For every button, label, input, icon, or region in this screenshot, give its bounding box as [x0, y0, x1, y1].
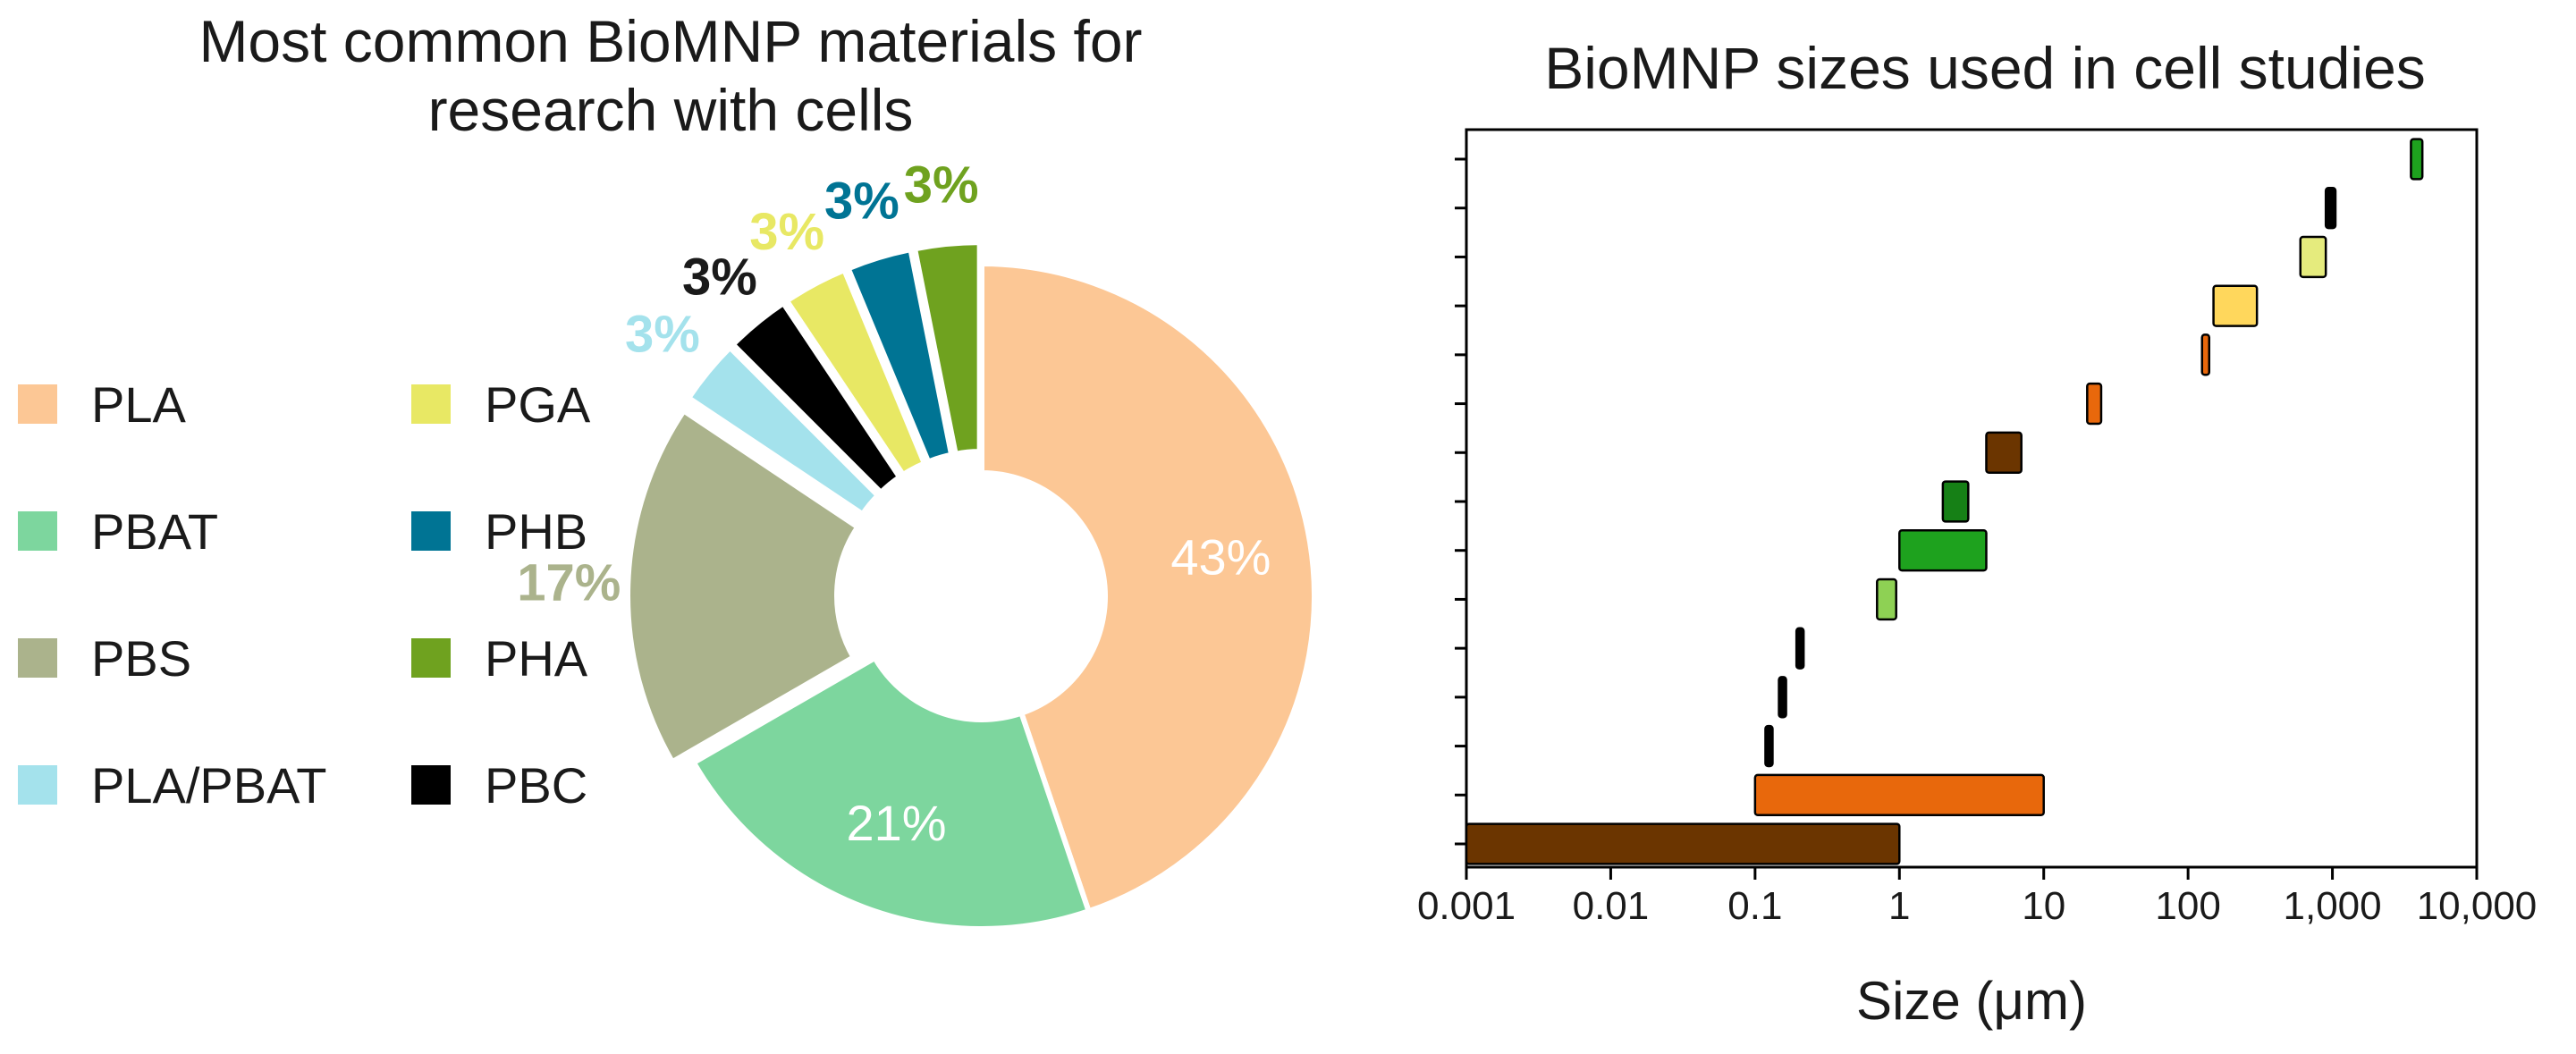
legend-item-pla-pbat: PLA/PBAT — [18, 749, 327, 821]
legend-swatch-phb — [411, 511, 451, 551]
range-bar — [2086, 382, 2103, 426]
range-bar — [2410, 138, 2424, 181]
legend-label-pbat: PBAT — [91, 502, 219, 560]
range-bar — [1795, 627, 1805, 670]
plot-frame — [1465, 128, 2479, 869]
pie-label-pla: 43% — [1170, 528, 1271, 585]
range-bar — [1985, 431, 2023, 474]
pie-slice-pga — [784, 267, 927, 478]
range-bar — [1898, 529, 1988, 572]
pie-label-pbc: 3% — [682, 248, 757, 306]
legend-label-pla-pbat: PLA/PBAT — [91, 756, 327, 814]
pie-slice-pbs — [625, 408, 861, 765]
range-bar — [1764, 724, 1774, 768]
x-tick-label: 1,000 — [2284, 884, 2382, 928]
legend-item-pbs: PBS — [18, 622, 191, 694]
pie-label-pha: 3% — [904, 156, 979, 215]
range-chart-panel: BioMNP sizes used in cell studies 0.001 0… — [1341, 0, 2576, 1054]
pie-label-pbat: 21% — [846, 795, 946, 851]
pie-slice-phb — [845, 247, 955, 465]
legend-swatch-pla-pbat — [18, 765, 57, 805]
legend-swatch-pha — [411, 638, 451, 678]
legend-label-pla: PLA — [91, 375, 186, 433]
pie-label-pla-pbat: 3% — [625, 305, 700, 363]
legend-label-pga: PGA — [485, 375, 591, 433]
pie-slice-pbc — [730, 300, 903, 495]
range-bar — [2212, 284, 2259, 327]
x-tick-label: 0.01 — [1573, 884, 1650, 928]
pie-slice-pbat — [690, 655, 1092, 932]
pie-chart-panel: Most common BioMNP materials for researc… — [18, 7, 1318, 932]
legend-swatch-pbc — [411, 765, 451, 805]
pie-title-line-2: research with cells — [427, 76, 914, 143]
range-bar — [1753, 773, 2045, 816]
range-chart-title: BioMNP sizes used in cell studies — [1544, 35, 2426, 101]
range-bar — [1465, 822, 1901, 865]
legend-swatch-pbs — [18, 638, 57, 678]
pie-legend: PLA PBAT PBS PLA/PBAT PGA PHB PHA PBC — [18, 368, 626, 833]
pie-slice-pla — [979, 261, 1318, 915]
range-bar — [2299, 235, 2327, 279]
x-tick-label: 0.001 — [1417, 884, 1516, 928]
legend-item-pga: PGA — [411, 368, 590, 440]
legend-swatch-pla — [18, 384, 57, 424]
legend-swatch-pbat — [18, 511, 57, 551]
range-bar — [1941, 480, 1970, 523]
legend-item-pbat: PBAT — [18, 495, 218, 567]
pie-label-phb: 3% — [824, 172, 899, 230]
legend-item-pla: PLA — [18, 368, 186, 440]
donut-chart: 43%21%17%3%3%3%3% 3% — [517, 156, 1318, 932]
pie-slice-pla-pbat — [686, 344, 881, 518]
legend-item-pha: PHA — [411, 622, 587, 694]
legend-label-phb: PHB — [485, 502, 588, 560]
x-tick-label: 100 — [2155, 884, 2220, 928]
range-bar — [1778, 676, 1787, 719]
legend-label-pbc: PBC — [485, 756, 588, 814]
range-bar — [1876, 578, 1897, 621]
pie-slice-pha — [912, 240, 983, 457]
x-tick-label: 10 — [2022, 884, 2065, 928]
legend-item-pbc: PBC — [411, 749, 587, 821]
range-bar — [2324, 187, 2337, 230]
x-tick-label: 1 — [1888, 884, 1910, 928]
legend-swatch-pga — [411, 384, 451, 424]
legend-label-pbs: PBS — [91, 629, 192, 687]
range-bar — [2200, 333, 2211, 376]
pie-title-line-1: Most common BioMNP materials for — [198, 8, 1143, 74]
x-axis-label: Size (μm) — [1856, 971, 2087, 1031]
pie-label-pga: 3% — [749, 203, 824, 261]
pie-label-pbs: 17% — [517, 553, 621, 611]
x-tick-label: 10,000 — [2417, 884, 2538, 928]
pie-chart-title: Most common BioMNP materials for researc… — [89, 7, 1252, 144]
legend-item-phb: PHB — [411, 495, 587, 567]
legend-label-pha: PHA — [485, 629, 588, 687]
x-tick-label: 0.1 — [1727, 884, 1782, 928]
range-chart: 0.001 0.01 0.1 1 10 100 1,000 10,000 Size (μm) — [1417, 128, 2538, 1031]
